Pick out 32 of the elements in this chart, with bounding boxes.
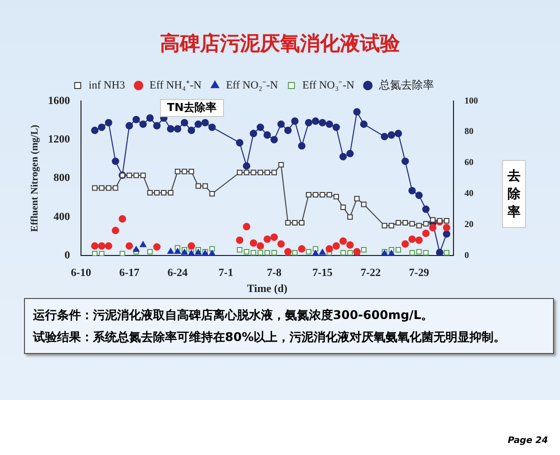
y-tick-label: 400 [54, 210, 70, 223]
y2-tick-label: 100 [464, 95, 478, 106]
y-tick-label: 800 [54, 172, 70, 184]
y-axis-title: Effluent Nitrogen (mg/L) [30, 124, 41, 232]
y2-tick-label: 80 [464, 126, 474, 136]
y-tick-label: 1200 [48, 133, 70, 146]
annotation: TN去除率 [160, 99, 224, 117]
x-tick-label: 6-10 [70, 267, 92, 280]
chart-title: 高碑店污泥厌氧消化液试验 [159, 30, 401, 57]
x-tick-label: 6-17 [119, 267, 140, 280]
legend-label: Eff NO₂⁻-N [226, 79, 278, 92]
y2-tick-label: 40 [464, 188, 474, 198]
text: 试验结果：系统总氮去除率可维持在80%以上，污泥消化液对厌氧氨氧化菌无明显抑制。 [33, 329, 507, 346]
x-tick-label: 7-8 [266, 267, 282, 280]
text: Page 24 [508, 436, 548, 446]
text: 运行条件：污泥消化液取自高碑店离心脱水液，氨氮浓度300-600mg/L。 [33, 307, 434, 324]
y2-axis-title: 去除率 [502, 160, 526, 228]
y2-tick-label: 0 [464, 250, 470, 260]
x-tick-label: 7-29 [408, 267, 430, 280]
x-axis-title: Time (d) [247, 283, 288, 296]
y2-tick-label: 20 [464, 219, 474, 230]
y2-tick-label: 60 [464, 157, 474, 168]
legend-label: Eff NH₄⁺-N [150, 79, 202, 92]
legend-label: 总氮去除率 [378, 78, 434, 92]
x-tick-label: 7-22 [360, 267, 382, 280]
legend-label: inf NH3 [88, 79, 126, 92]
x-tick-label: 7-15 [312, 267, 334, 280]
x-tick-label: 7-1 [218, 267, 234, 280]
y-tick-label: 0 [64, 249, 70, 262]
x-tick-label: 6-24 [167, 267, 188, 280]
legend-label: Eff NO₃⁻-N [302, 79, 354, 92]
y-tick-label: 1600 [48, 94, 70, 107]
